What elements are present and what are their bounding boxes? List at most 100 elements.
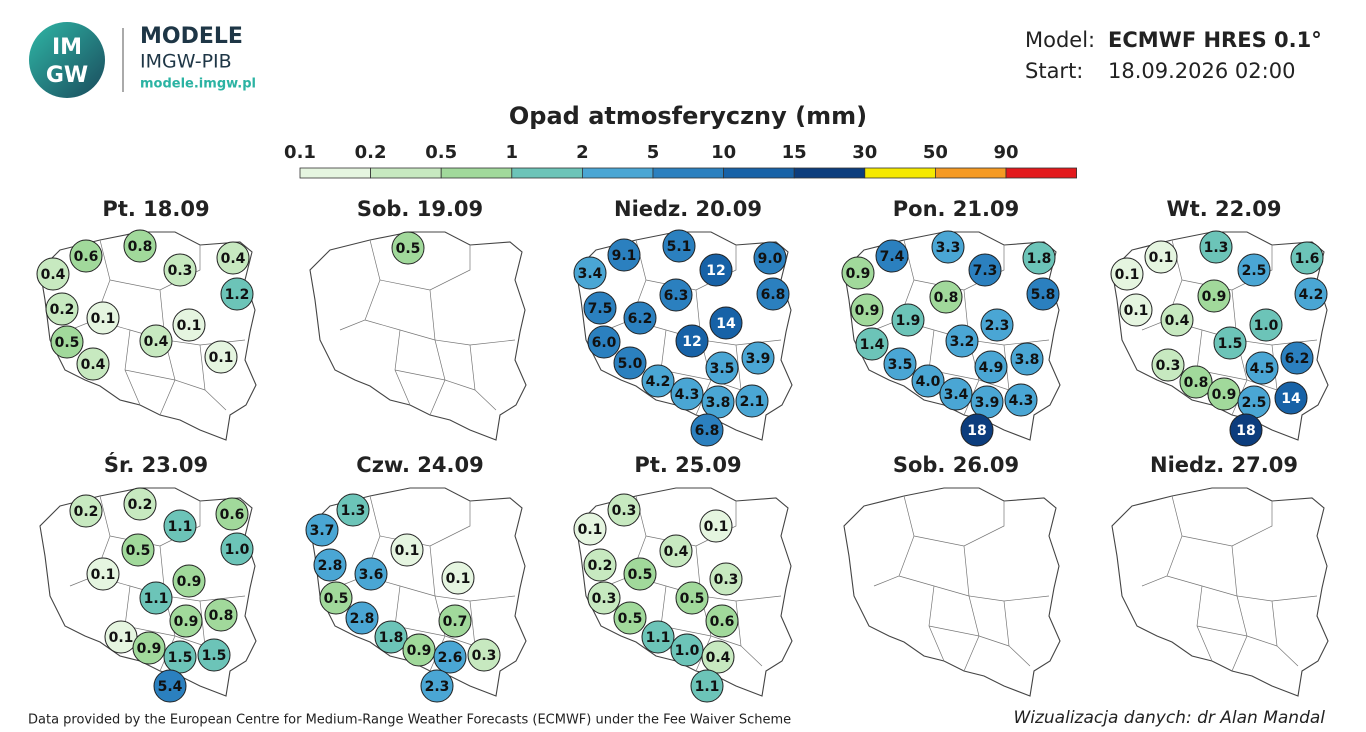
precip-marker	[641, 620, 675, 654]
legend-tick: 2	[576, 142, 589, 163]
day-title: Czw. 24.09	[356, 453, 483, 477]
precip-marker	[1237, 253, 1271, 287]
legend-tick: 90	[993, 142, 1018, 163]
precip-marker	[402, 633, 436, 667]
precip-label: 0.1	[1124, 303, 1149, 319]
region-border	[928, 625, 980, 637]
precip-label: 2.3	[985, 318, 1010, 334]
precip-marker	[1119, 293, 1153, 327]
credit: Wizualizacja danych: dr Alan Mandal	[1013, 708, 1325, 728]
precip-label: 1.5	[168, 650, 193, 666]
precip-label: 0.6	[74, 249, 99, 265]
precip-label: 6.0	[592, 335, 617, 351]
precip-marker	[980, 308, 1014, 342]
precip-marker	[123, 487, 157, 521]
precip-marker	[641, 364, 675, 398]
region-border	[429, 289, 516, 346]
precip-label: 0.1	[177, 318, 202, 334]
precip-label: 3.8	[706, 395, 731, 411]
precip-marker	[433, 640, 467, 674]
precip-label: 0.1	[704, 519, 729, 535]
precip-label: 0.9	[1212, 387, 1237, 403]
precip-marker	[1229, 413, 1263, 447]
precip-marker	[583, 291, 617, 325]
day-title: Śr. 23.09	[104, 452, 208, 477]
precip-marker	[662, 229, 696, 263]
precip-label: 0.4	[144, 334, 169, 350]
precip-marker	[215, 497, 249, 531]
precip-marker	[319, 581, 353, 615]
precip-marker	[467, 638, 501, 672]
precip-label: 2.3	[425, 679, 450, 695]
precip-label: 5.0	[618, 356, 643, 372]
country-outline	[1111, 487, 1329, 697]
precip-label: 7.3	[973, 263, 998, 279]
region-border	[1196, 625, 1248, 637]
precip-marker	[623, 301, 657, 335]
precip-marker	[374, 620, 408, 654]
precip-marker	[945, 324, 979, 358]
precip-marker	[305, 513, 339, 547]
precip-marker	[690, 413, 724, 447]
precip-label: 0.8	[128, 239, 153, 255]
precip-marker	[163, 253, 197, 287]
precip-label: 2.8	[318, 558, 343, 574]
precip-marker	[1274, 381, 1308, 415]
precip-label: 1.6	[1295, 251, 1320, 267]
precip-label: 0.1	[91, 311, 116, 327]
precip-label: 0.5	[396, 241, 421, 257]
legend-tick: 0.5	[425, 142, 457, 163]
precip-label: 6.3	[664, 288, 689, 304]
country-outline	[843, 487, 1061, 697]
precip-marker	[390, 533, 424, 567]
precip-marker	[741, 341, 775, 375]
precip-marker	[705, 351, 739, 385]
region-border	[69, 239, 111, 331]
region-border	[913, 501, 1005, 547]
precip-marker	[850, 293, 884, 327]
precip-marker	[573, 256, 607, 290]
precip-label: 0.9	[174, 614, 199, 630]
region-border	[174, 635, 206, 647]
region-border	[339, 495, 381, 587]
logo-bottom: GW	[46, 63, 88, 88]
precip-label: 3.9	[975, 395, 1000, 411]
precip-label: 0.3	[612, 503, 637, 519]
region-border	[1246, 635, 1278, 647]
precip-marker	[1110, 257, 1144, 291]
precip-marker	[607, 238, 641, 272]
precip-marker	[216, 241, 250, 275]
precip-label: 7.4	[880, 249, 905, 265]
region-border	[1231, 545, 1318, 602]
precip-marker	[1245, 351, 1279, 385]
precip-marker	[220, 532, 254, 566]
precip-label: 6.2	[1285, 351, 1310, 367]
precip-label: 0.5	[126, 543, 151, 559]
precip-marker	[587, 325, 621, 359]
precip-label: 2.5	[1242, 395, 1267, 411]
precip-label: 12	[682, 334, 701, 350]
precip-marker	[1010, 342, 1044, 376]
precip-label: 14	[716, 316, 736, 332]
precip-label: 1.3	[1204, 240, 1229, 256]
org: IMGW-PIB	[140, 51, 232, 73]
region-border	[710, 635, 742, 647]
map-panel	[1111, 487, 1329, 697]
precip-marker	[1160, 303, 1194, 337]
precip-marker	[1144, 240, 1178, 274]
precip-label: 1.2	[225, 287, 250, 303]
region-border	[1246, 379, 1278, 391]
logo-top: IM	[52, 35, 82, 60]
precip-marker	[220, 277, 254, 311]
legend-tick: 0.1	[284, 142, 316, 163]
precip-marker	[929, 280, 963, 314]
precip-marker	[968, 253, 1002, 287]
precip-marker	[675, 581, 709, 615]
precip-label: 3.7	[310, 523, 335, 539]
precip-label: 0.5	[324, 591, 349, 607]
precip-label: 1.1	[646, 630, 671, 646]
precip-marker	[121, 533, 155, 567]
precip-label: 18	[1236, 423, 1255, 439]
region-border	[174, 379, 206, 391]
